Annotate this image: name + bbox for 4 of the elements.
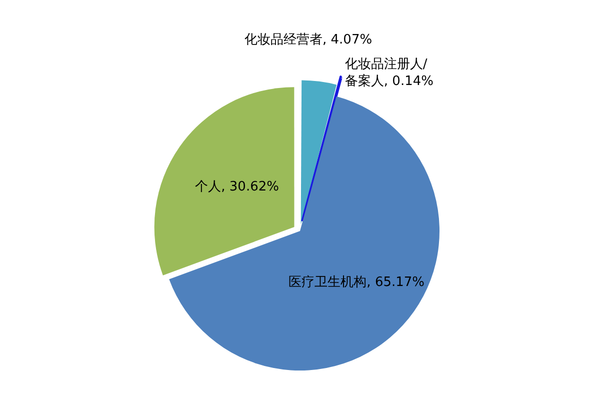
slice-label: 个人, 30.62% — [195, 179, 279, 194]
slice-label: 医疗卫生机构, 65.17% — [288, 275, 425, 290]
slice-label: 化妆品注册人/备案人, 0.14% — [344, 57, 434, 90]
slice-label: 化妆品经营者, 4.07% — [244, 32, 372, 48]
